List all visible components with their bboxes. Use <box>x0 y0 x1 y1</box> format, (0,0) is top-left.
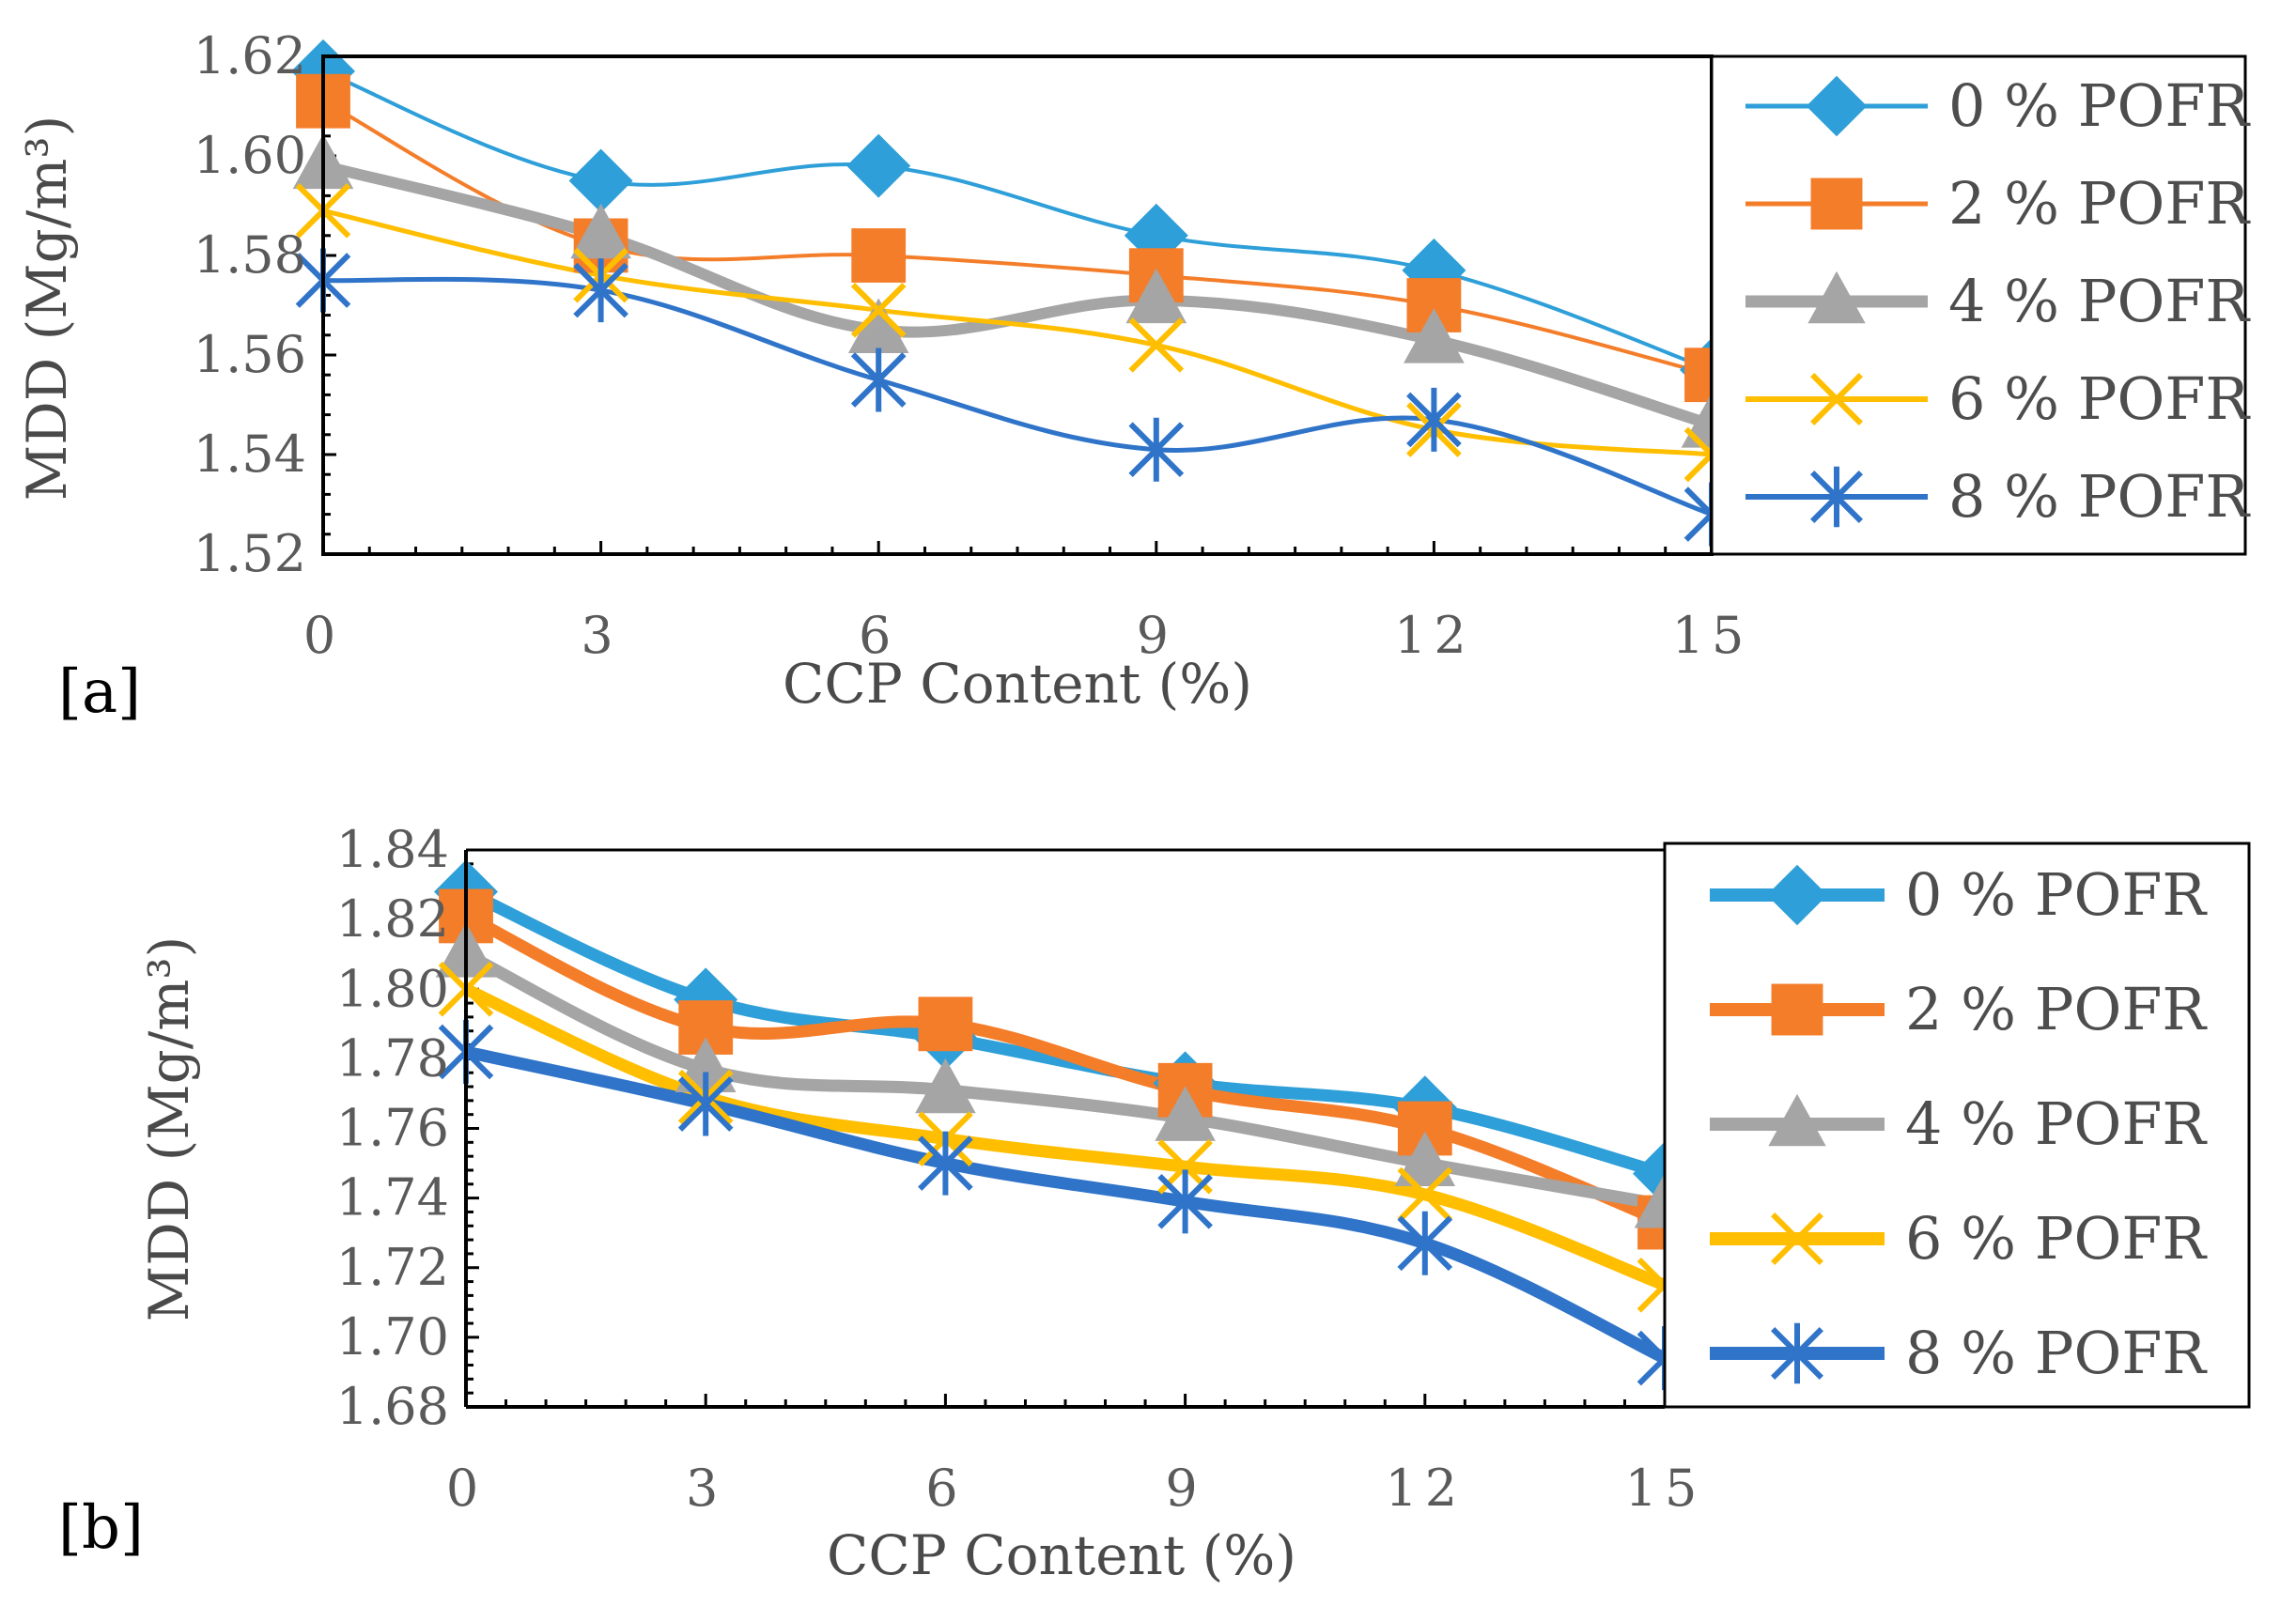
chart-b-y-tick-label: 1.70 <box>336 1307 449 1367</box>
chart-b-legend-label: 8 % POFR <box>1905 1319 2208 1387</box>
chart-a-series-2-point <box>847 298 909 353</box>
chart-b-legend-marker <box>1766 864 1828 926</box>
chart-a-series-4-point <box>573 258 628 323</box>
chart-a-y-tick-label: 1.52 <box>194 524 306 583</box>
chart-b-legend-label: 4 % POFR <box>1905 1089 2208 1158</box>
chart-b-y-axis-label: MDD (Mg/m³) <box>137 936 201 1321</box>
chart-b-y-tick-labels: 1.68 1.70 1.72 1.74 1.76 1.78 1.80 1.82 1.84 <box>336 820 449 1436</box>
chart-b-legend-label: 2 % POFR <box>1905 975 2208 1043</box>
chart-a-series-4-point <box>1128 417 1185 482</box>
chart-b-legend-label: 0 % POFR <box>1905 860 2208 929</box>
chart-b-series-3-line <box>463 983 1668 1291</box>
chart-a-x-tick-label: 15 <box>1672 606 1752 665</box>
chart-b-x-tick-label: 15 <box>1625 1459 1705 1518</box>
chart-b-series-2-point <box>1394 1131 1456 1187</box>
chart-b-x-tick-label: 9 <box>1165 1459 1204 1518</box>
chart-a-legend-marker <box>1806 75 1868 137</box>
chart-b-y-tick-label: 1.72 <box>336 1238 449 1297</box>
chart-b-series-4-point <box>918 1131 973 1196</box>
chart-a-y-axis-label: MDD (Mg/m³) <box>15 116 79 501</box>
chart-a-legend: 0 % POFR 2 % POFR 4 % POFR 6 % POFR 8 % POFR <box>1710 54 2251 556</box>
chart-b-x-tick-label: 12 <box>1385 1459 1465 1518</box>
chart-a-legend-label: 6 % POFR <box>1948 364 2251 433</box>
chart-a-series-2-point <box>1404 308 1465 363</box>
chart-a-y-tick-label: 1.54 <box>194 425 306 484</box>
chart-a-series-4-point <box>1406 387 1462 452</box>
chart-a-x-axis-label: CCP Content (%) <box>783 652 1252 716</box>
chart-b-y-tick-label: 1.78 <box>336 1028 449 1088</box>
chart-b-series-4-point <box>1157 1169 1213 1234</box>
chart-b-x-axis-label: CCP Content (%) <box>827 1523 1296 1587</box>
chart-a-legend-marker <box>1807 270 1866 324</box>
chart-a-y-tick-labels: 1.52 1.54 1.56 1.58 1.60 1.62 <box>194 26 306 583</box>
chart-a-series-3-point <box>850 282 907 338</box>
chart-a-y-tick-label: 1.58 <box>194 225 306 285</box>
chart-b-series <box>434 859 1697 1391</box>
chart-b-series-2-point <box>915 1058 976 1114</box>
chart-b-legend-label: 6 % POFR <box>1905 1204 2208 1273</box>
chart-b-x-tick-label: 3 <box>686 1459 725 1518</box>
chart-b-series-4-point <box>1397 1211 1453 1275</box>
chart-a-series-0-point <box>846 133 911 198</box>
chart-b-y-tick-label: 1.76 <box>336 1099 449 1158</box>
chart-a-x-tick-label: 9 <box>1137 606 1176 665</box>
chart-a-x-tick-label: 3 <box>581 606 620 665</box>
chart-a-series-1-line <box>322 99 1713 378</box>
chart-b-series-0-line <box>463 886 1667 1180</box>
chart-b-series-2-point <box>1155 1086 1216 1141</box>
chart-b-legend-marker <box>1771 1212 1823 1265</box>
chart-a-series-3-point <box>1128 317 1185 373</box>
chart-a-series-4-point <box>850 347 907 412</box>
chart-b-x-tick-label: 6 <box>925 1459 965 1518</box>
chart-b-y-tick-label: 1.84 <box>336 820 449 879</box>
chart-a-series <box>291 39 1744 547</box>
chart-b: 1.68 1.70 1.72 1.74 1.76 1.78 1.80 1.82 1.84 0 3 6… <box>58 820 2251 1587</box>
chart-a-series-2-point <box>570 203 631 259</box>
chart-a-series-0-line <box>322 69 1713 372</box>
chart-b-panel-label: [b] <box>58 1493 144 1563</box>
chart-b-x-tick-labels: 0 3 6 9 12 15 <box>446 1459 1705 1518</box>
chart-a-y-tick-label: 1.60 <box>194 126 306 185</box>
chart-a-axes <box>321 54 1714 556</box>
chart-b-x-tick-label: 0 <box>446 1459 486 1518</box>
chart-b-series-1-line <box>463 910 1668 1228</box>
chart-b-legend-marker <box>1771 1322 1823 1384</box>
chart-a-legend-marker <box>1810 178 1863 230</box>
chart-a-legend-marker <box>1810 466 1863 528</box>
chart-a-x-tick-label: 0 <box>303 606 343 665</box>
chart-b-series-3-point <box>1397 1166 1453 1223</box>
chart-a-x-tick-label: 12 <box>1394 606 1474 665</box>
chart-b-series-2-line <box>463 949 1667 1212</box>
chart-a-series-4-line <box>322 276 1713 517</box>
chart-a-series-2-point <box>1125 268 1187 324</box>
chart-b-y-tick-label: 1.68 <box>336 1377 449 1436</box>
chart-b-axes <box>464 848 1667 1409</box>
chart-a-legend-label: 0 % POFR <box>1948 71 2251 140</box>
chart-b-series-4-point <box>677 1072 734 1136</box>
chart-a-y-tick-label: 1.62 <box>194 26 306 85</box>
chart-b-y-tick-label: 1.82 <box>336 889 449 949</box>
chart-a-legend-marker <box>1810 373 1863 425</box>
chart-a-frame <box>321 54 1714 556</box>
chart-a-x-tick-label: 6 <box>859 606 898 665</box>
chart-b-y-tick-label: 1.74 <box>336 1168 449 1228</box>
chart-a-legend-label: 2 % POFR <box>1948 169 2251 238</box>
chart-b-legend: 0 % POFR 2 % POFR 4 % POFR 6 % POFR 8 % POFR <box>1663 842 2251 1409</box>
chart-a: 1.52 1.54 1.56 1.58 1.60 1.62 0 3 6 9 12 15 CCP Co… <box>15 26 2251 727</box>
chart-a-legend-label: 8 % POFR <box>1948 462 2251 531</box>
chart-a-panel-label: [a] <box>58 657 141 727</box>
chart-a-y-tick-label: 1.56 <box>194 325 306 384</box>
chart-a-series-0-point <box>568 148 633 213</box>
chart-b-legend-marker <box>1768 1093 1826 1147</box>
chart-b-series-4-line <box>464 1045 1668 1364</box>
chart-a-legend-label: 4 % POFR <box>1948 267 2251 335</box>
chart-a-series-3-line <box>322 208 1713 457</box>
chart-a-x-tick-labels: 0 3 6 9 12 15 <box>303 606 1752 665</box>
chart-a-series-1-point <box>851 228 907 283</box>
chart-b-y-tick-label: 1.80 <box>336 959 449 1018</box>
chart-b-legend-marker <box>1771 983 1823 1036</box>
chart-a-series-2-line <box>321 160 1714 430</box>
chart-b-series-1-point <box>918 996 973 1052</box>
